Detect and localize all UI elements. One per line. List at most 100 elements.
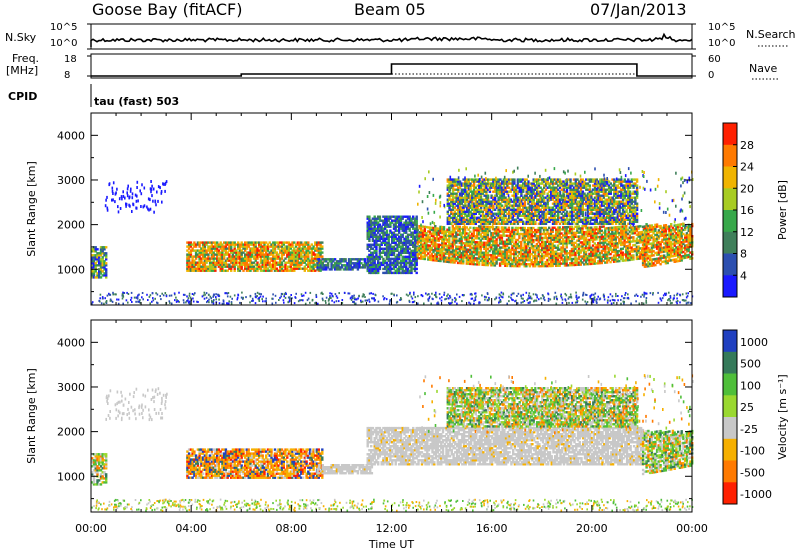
power-cell	[408, 259, 411, 263]
power-cell	[413, 219, 417, 222]
power-cell	[340, 260, 344, 263]
power-cell	[268, 261, 271, 264]
power-cell	[284, 247, 287, 250]
power-cell	[291, 257, 294, 260]
power-cell	[382, 223, 385, 226]
power-cell	[481, 245, 484, 248]
power-cell	[470, 234, 474, 238]
power-cell	[377, 269, 380, 273]
power-cell	[410, 239, 413, 242]
power-cell	[186, 253, 189, 256]
power-cell	[484, 237, 488, 240]
power-cell	[240, 257, 243, 260]
power-cell	[467, 260, 470, 263]
power-cell	[380, 255, 383, 259]
power-cell	[418, 231, 421, 234]
power-cell	[240, 267, 243, 270]
power-cell	[444, 232, 447, 235]
power-cell	[312, 245, 315, 248]
power-cell	[416, 228, 419, 232]
power-cell	[484, 251, 488, 255]
power-cell	[291, 243, 294, 246]
power-cell	[362, 258, 365, 261]
power-cell	[406, 271, 410, 275]
power-cell	[344, 258, 347, 261]
power-cell	[394, 241, 397, 244]
power-cell	[358, 260, 361, 263]
power-cell	[303, 251, 306, 254]
power-cell	[249, 263, 252, 266]
power-cell	[444, 260, 447, 263]
power-cell	[194, 245, 198, 248]
power-cell	[346, 268, 349, 271]
power-cell	[368, 259, 371, 263]
power-cell	[373, 223, 376, 226]
power-cell	[403, 215, 406, 218]
power-cell	[439, 231, 442, 235]
power-cell	[240, 253, 243, 256]
power-cell	[410, 221, 413, 224]
power-cell	[221, 263, 224, 266]
power-cell	[384, 237, 387, 240]
power-cell	[259, 245, 263, 248]
power-cell	[287, 245, 291, 248]
power-cell	[486, 251, 490, 255]
power-cell	[442, 228, 446, 231]
power-cell	[303, 267, 306, 270]
power-cell	[247, 263, 250, 266]
power-cell	[477, 257, 481, 260]
power-cell	[94, 250, 97, 253]
power-cell	[427, 258, 430, 261]
power-cell	[231, 243, 235, 246]
power-cell	[316, 264, 319, 267]
power-cell	[483, 261, 486, 265]
power-cell	[370, 221, 373, 224]
power-cell	[244, 241, 247, 244]
power-cell	[476, 229, 479, 232]
power-cell	[632, 254, 635, 257]
power-cell	[342, 264, 346, 267]
power-cell	[430, 256, 433, 260]
power-cell	[423, 233, 426, 237]
power-cell	[217, 245, 221, 248]
power-cell	[469, 236, 472, 239]
power-cell	[186, 261, 189, 264]
power-cell	[420, 257, 423, 260]
power-cell	[416, 248, 419, 252]
power-cell	[310, 269, 313, 272]
power-cell	[303, 265, 306, 268]
power-cell	[198, 253, 201, 256]
power-cell	[486, 257, 490, 261]
power-cell	[434, 229, 437, 232]
power-cell	[405, 271, 408, 275]
power-cell	[415, 271, 418, 275]
power-cell	[235, 257, 238, 260]
power-cell	[403, 259, 406, 263]
power-cell	[270, 251, 273, 254]
power-cell	[259, 251, 263, 254]
power-cell	[233, 243, 236, 246]
power-cell	[441, 225, 444, 229]
power-cell	[208, 265, 212, 268]
power-cell	[270, 245, 273, 248]
power-cell	[410, 243, 413, 246]
power-cell	[472, 259, 475, 262]
power-cell	[467, 244, 470, 247]
power-cell	[332, 266, 335, 269]
power-cell	[305, 255, 308, 258]
power-cell	[425, 254, 428, 257]
power-cell	[465, 248, 468, 251]
power-cell	[380, 247, 383, 250]
power-cell	[396, 239, 399, 242]
power-cell	[247, 269, 250, 272]
power-cell	[193, 269, 196, 272]
power-cell	[384, 261, 387, 265]
power-cell	[451, 245, 454, 248]
power-cell	[472, 246, 475, 250]
power-cell	[221, 249, 224, 252]
power-cell	[427, 234, 430, 237]
power-cell	[439, 251, 442, 255]
power-cell	[600, 261, 603, 265]
power-cell	[451, 237, 454, 240]
power-cell	[362, 266, 365, 269]
